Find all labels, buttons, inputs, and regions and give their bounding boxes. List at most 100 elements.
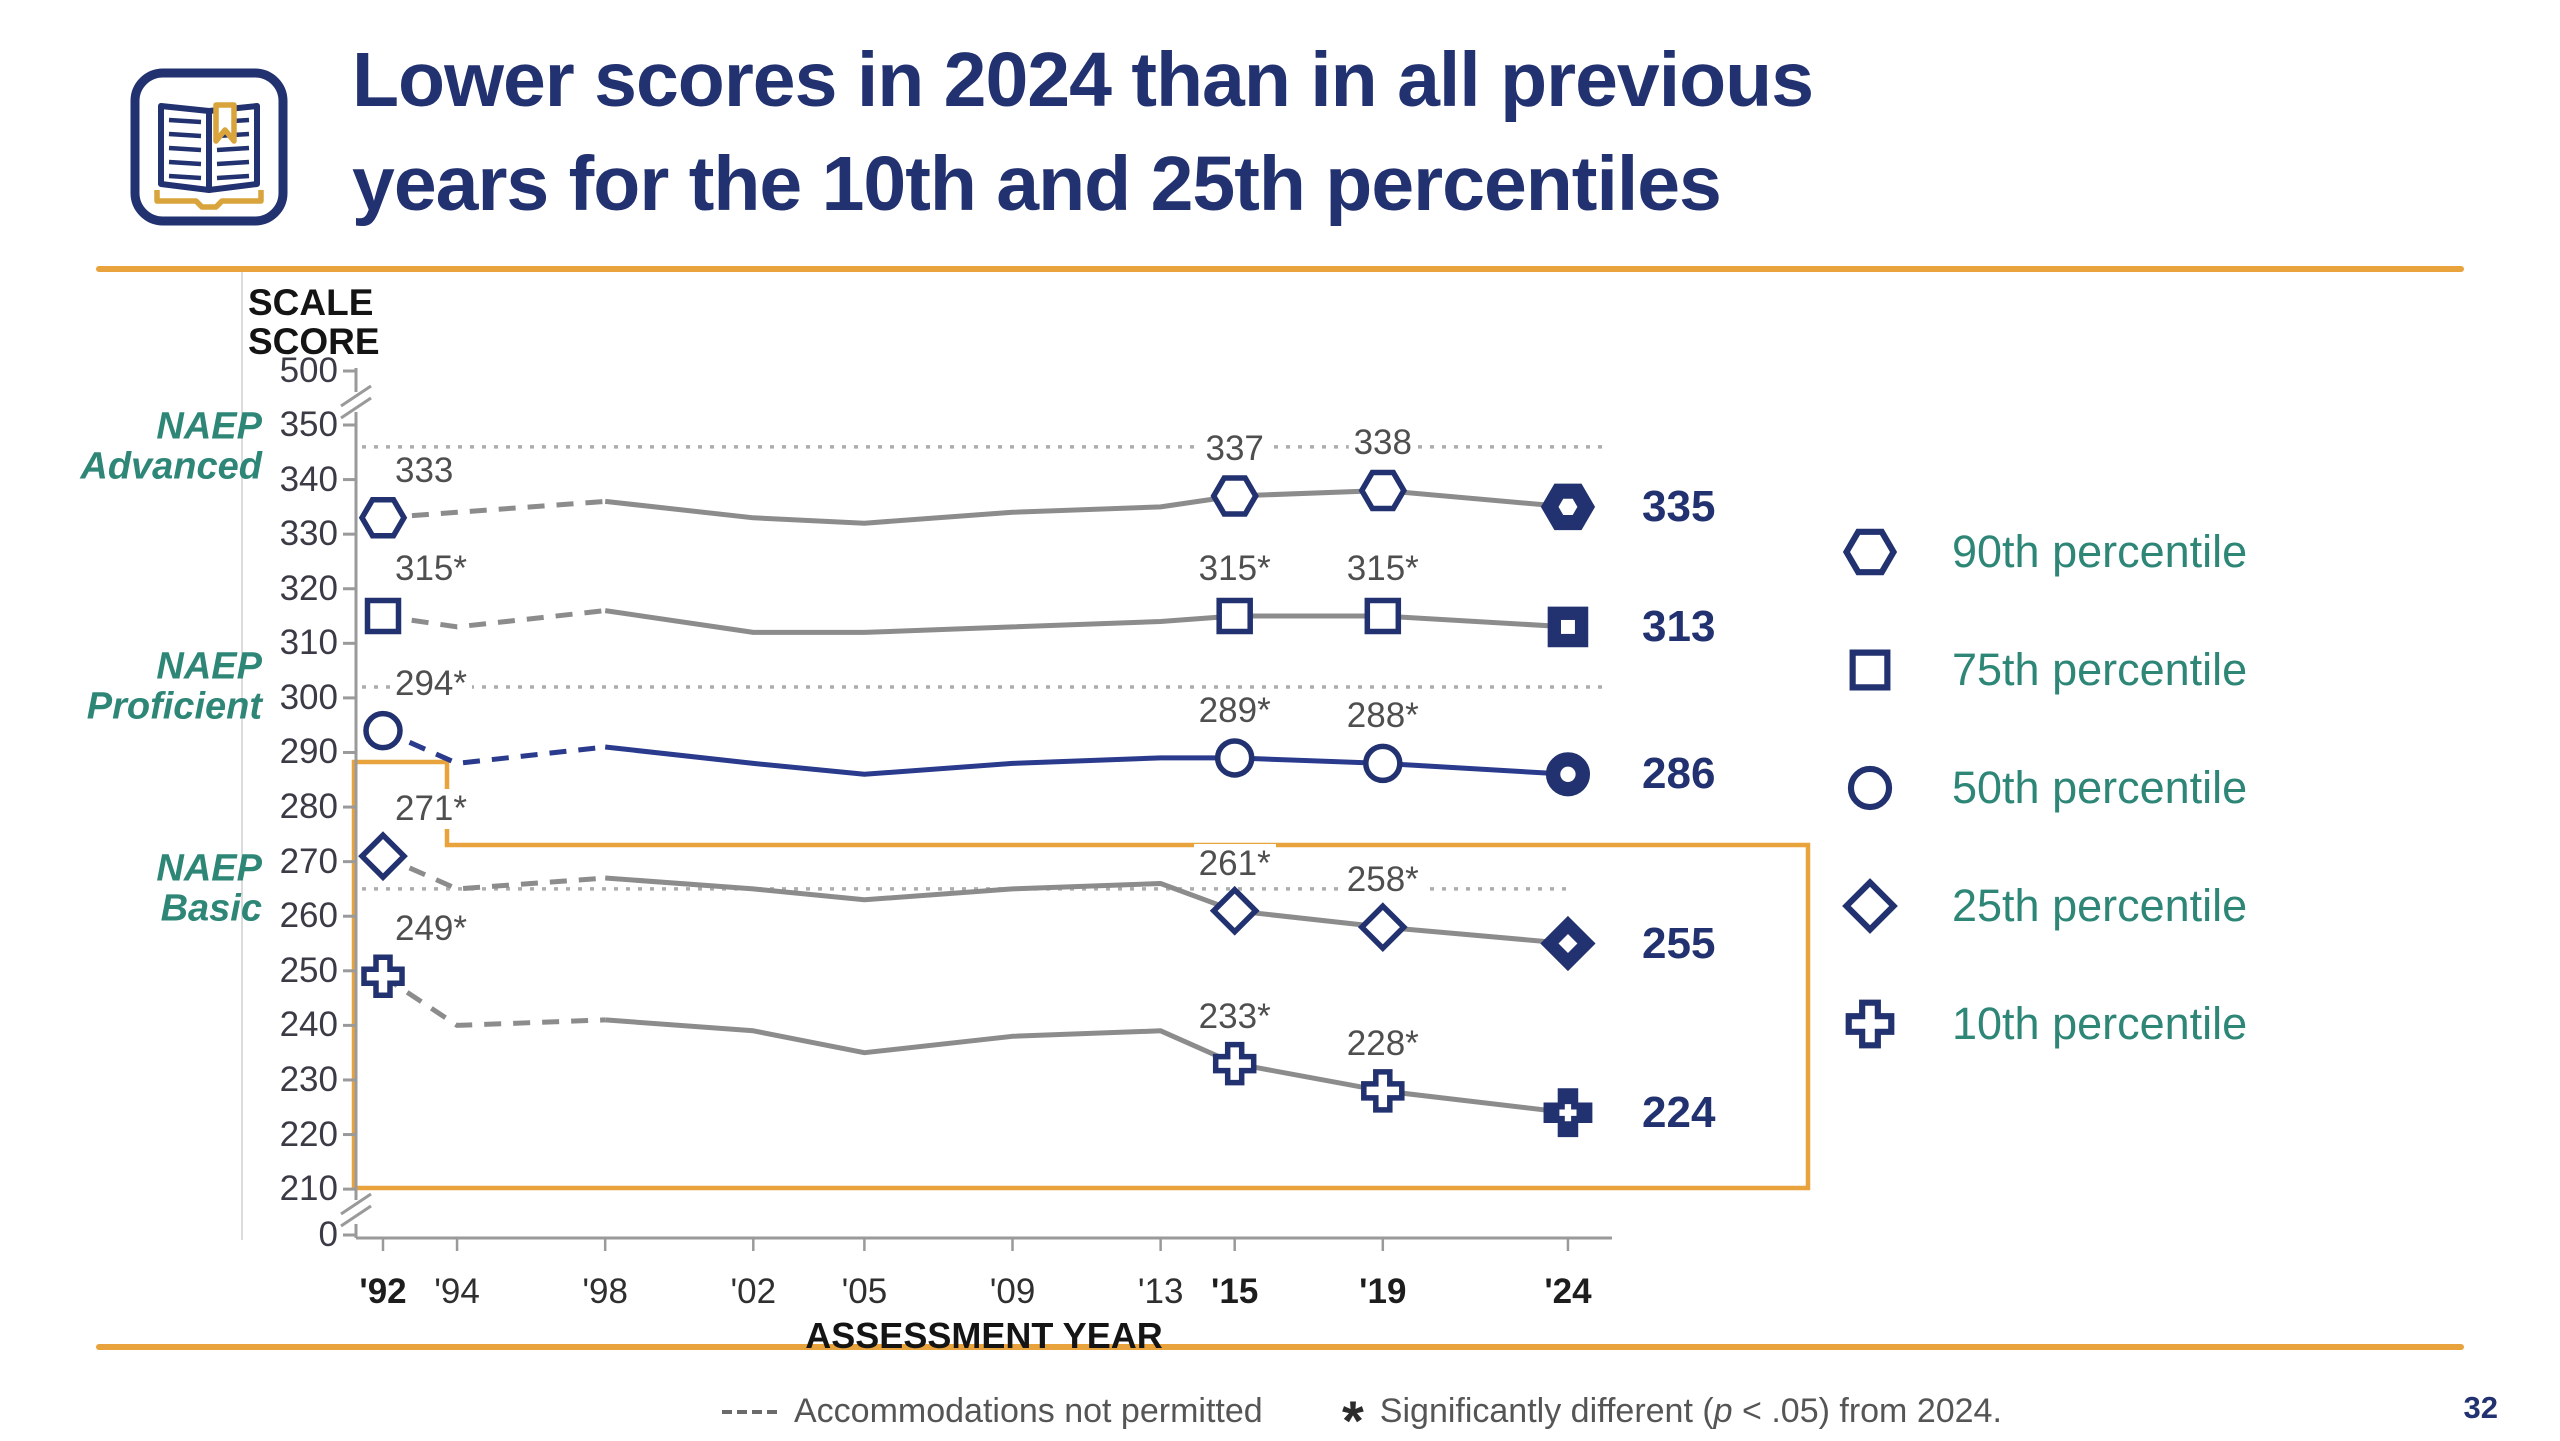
circle-marker-50th-percentile-1992: [363, 710, 403, 751]
highlight-box: [351, 759, 1811, 1191]
end-label-10th-percentile: 224: [1642, 1087, 1716, 1137]
y-tick-label-220: 220: [279, 1114, 338, 1154]
circle-legend-icon: [1847, 765, 1893, 811]
data-label-25th-percentile-2019: 258*: [1341, 860, 1424, 901]
x-tick-label-2005: '05: [841, 1272, 888, 1311]
hexagon-marker-90th-percentile-2015: [1210, 475, 1259, 517]
significance-suffix: < .05) from 2024.: [1732, 1392, 2002, 1430]
square-legend-icon: [1849, 649, 1891, 691]
circle-marker-50th-percentile-2019: [1363, 743, 1403, 784]
legend-label-10th-percentile: 10th percentile: [1952, 998, 2248, 1049]
series-line-dashed-75th-percentile: [382, 608, 606, 630]
significance-p: p: [1713, 1392, 1733, 1430]
level-label-basic-2: Basic: [160, 887, 262, 930]
hexagon-legend-icon: [1842, 528, 1898, 576]
data-label-90th-percentile-1992: 333: [390, 450, 459, 491]
square-marker-75th-percentile-1992: [364, 597, 402, 635]
cross-marker-10th-percentile-2024: [1559, 1104, 1577, 1122]
y-tick-label-500: 500: [279, 351, 338, 390]
square-marker-75th-percentile-2015: [1216, 597, 1253, 635]
end-label-50th-percentile: 286: [1642, 749, 1716, 799]
legend-label-50th-percentile: 50th percentile: [1952, 762, 2248, 813]
circle-marker-50th-percentile-2015: [1214, 738, 1255, 778]
cross-legend-icon: [1845, 999, 1895, 1049]
hexagon-marker-90th-percentile-2024: [1558, 498, 1578, 515]
axis-break-mark: [340, 1204, 372, 1228]
series-line-50th-percentile: [604, 744, 1569, 777]
x-tick-label-2002: '02: [730, 1272, 777, 1311]
data-label-75th-percentile-1992: 315*: [390, 549, 473, 590]
diamond-marker-25th-percentile-2019: [1357, 902, 1408, 953]
page-title-line2: years for the 10th and 25th percentiles: [352, 141, 1722, 227]
y-tick-label-350: 350: [279, 405, 338, 444]
data-label-10th-percentile-2019: 228*: [1341, 1023, 1424, 1064]
y-tick-label-0: 0: [318, 1215, 338, 1254]
y-tick-label-280: 280: [279, 787, 338, 827]
series-line-dashed-50th-percentile: [381, 728, 606, 766]
level-label-advanced-1: NAEP: [156, 405, 262, 448]
hexagon-legend-icon: [1842, 528, 1898, 576]
x-tick-label-1992: '92: [359, 1272, 407, 1311]
cross-marker-10th-percentile-1992: [361, 954, 405, 999]
square-legend-icon: [1849, 649, 1891, 691]
hexagon-marker-90th-percentile-1992: [358, 497, 408, 539]
x-tick-label-1994: '94: [434, 1272, 480, 1311]
page-title-line1: Lower scores in 2024 than in all previou…: [352, 37, 1814, 123]
data-label-25th-percentile-2015: 261*: [1193, 843, 1276, 884]
asterisk-key-icon: *: [1342, 1388, 1364, 1441]
significance-note: * Significantly different (p < .05) from…: [1342, 1388, 2002, 1441]
circle-marker-50th-percentile-2024: [1545, 752, 1591, 797]
hexagon-marker-90th-percentile-2015: [1210, 475, 1259, 517]
series-line-90th-percentile: [604, 488, 1569, 526]
diamond-legend-icon: [1842, 878, 1898, 934]
page-number: 32: [2463, 1390, 2498, 1425]
legend-label-75th-percentile: 75th percentile: [1952, 644, 2248, 695]
circle-marker-50th-percentile-2015: [1214, 738, 1255, 778]
y-tick-label-260: 260: [279, 896, 338, 936]
diamond-marker-25th-percentile-2024: [1558, 934, 1578, 953]
hexagon-marker-90th-percentile-2019: [1358, 469, 1407, 512]
cross-legend-icon: [1845, 999, 1895, 1049]
x-tick-label-2013: '13: [1137, 1272, 1184, 1311]
y-tick-label-240: 240: [279, 1005, 338, 1045]
y-tick-label-270: 270: [279, 841, 338, 881]
series-line-dashed-25th-percentile: [381, 853, 606, 892]
data-label-75th-percentile-2019: 315*: [1341, 549, 1424, 590]
level-label-proficient-2: Proficient: [86, 685, 262, 728]
y-tick-label-210: 210: [279, 1169, 338, 1209]
cross-marker-10th-percentile-2015: [1212, 1041, 1257, 1086]
data-label-50th-percentile-2015: 289*: [1193, 690, 1276, 731]
series-line-10th-percentile: [605, 1017, 1569, 1116]
series-line-25th-percentile: [605, 875, 1569, 946]
significance-note-label: Significantly different (p < .05) from 2…: [1380, 1392, 2002, 1431]
end-label-75th-percentile: 313: [1642, 601, 1716, 651]
diamond-marker-25th-percentile-2019: [1357, 902, 1408, 953]
data-label-10th-percentile-1992: 249*: [390, 909, 473, 950]
diamond-marker-25th-percentile-2015: [1209, 885, 1260, 936]
axis-break-mark: [340, 396, 372, 420]
circle-marker-50th-percentile-2024: [1560, 766, 1576, 782]
data-label-50th-percentile-2019: 288*: [1341, 696, 1424, 737]
square-marker-75th-percentile-2024: [1560, 619, 1575, 634]
hexagon-marker-90th-percentile-2024: [1540, 483, 1596, 531]
series-line-dashed-90th-percentile: [382, 498, 606, 521]
circle-marker-50th-percentile-2019: [1363, 743, 1403, 784]
y-axis-title-line2: SCORE: [248, 321, 380, 362]
square-marker-75th-percentile-2024: [1547, 606, 1589, 648]
top-divider: [96, 266, 2464, 272]
hexagon-marker-90th-percentile-1992: [358, 497, 408, 539]
square-marker-75th-percentile-1992: [364, 597, 402, 635]
accommodations-note: Accommodations not permitted: [722, 1392, 1263, 1431]
series-line-75th-percentile: [604, 608, 1569, 635]
accommodations-note-label: Accommodations not permitted: [794, 1392, 1263, 1430]
x-tick-label-2009: '09: [989, 1272, 1036, 1311]
y-tick-label-310: 310: [279, 623, 338, 663]
data-label-10th-percentile-2015: 233*: [1193, 996, 1276, 1037]
diamond-marker-25th-percentile-2015: [1209, 885, 1260, 936]
level-label-basic-1: NAEP: [156, 847, 262, 890]
cross-marker-10th-percentile-2024: [1543, 1088, 1593, 1138]
y-tick-label-340: 340: [279, 459, 338, 499]
dashed-line-key-icon: [722, 1409, 778, 1414]
